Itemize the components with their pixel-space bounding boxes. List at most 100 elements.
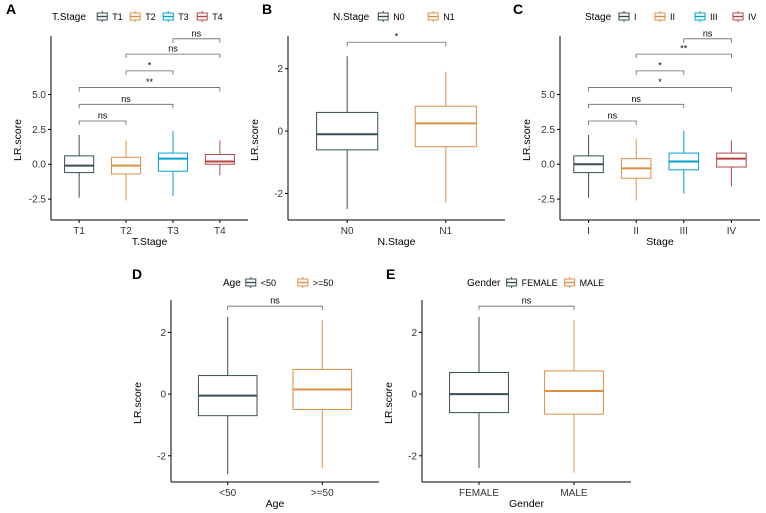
iqr-box — [204, 153, 235, 165]
x-tick-label: >=50 — [311, 488, 334, 499]
legend-label: FEMALE — [522, 278, 558, 288]
significance-label: ns — [98, 111, 108, 121]
iqr-box — [414, 105, 477, 148]
box-t3 — [157, 130, 188, 197]
x-axis-label: T.Stage — [132, 236, 168, 248]
panel-b: B N.Stage N0 N1 -2 0 2 N0 N1 N.Stage LR.score * — [249, 1, 505, 248]
y-tick-label: -2 — [408, 451, 417, 462]
significance-bracket: * — [346, 32, 447, 47]
panel-letter: C — [513, 1, 523, 17]
bracket-line — [683, 38, 732, 43]
y-tick-label: 2.5 — [32, 125, 46, 136]
box-i — [573, 134, 604, 198]
significance-bracket: ns — [588, 94, 685, 109]
legend-key — [196, 11, 208, 22]
x-tick-label: IV — [727, 226, 737, 237]
y-tick-label: -2.5 — [538, 195, 556, 206]
significance-label: ns — [270, 296, 280, 306]
bracket-line — [635, 53, 732, 59]
y-tick-label: -2 — [157, 451, 166, 462]
iqr-box — [64, 155, 95, 174]
panel-a: AT.Stage T1 T2 T3 T4-2.50.02.55.0T1 T2 T3 T4T.S… — [6, 1, 248, 248]
significance-label: * — [148, 60, 152, 70]
y-tick-label: 2.5 — [541, 125, 555, 136]
y-tick-label: 0 — [160, 390, 166, 401]
y-tick-label: 2 — [160, 328, 166, 339]
box-female — [449, 316, 509, 469]
legend-key — [377, 11, 389, 22]
legend-label: T2 — [145, 12, 156, 22]
box-t4 — [204, 140, 235, 176]
y-tick-label: 0 — [411, 390, 417, 401]
legend-key — [732, 11, 744, 22]
legend: Gender FEMALE MALE — [467, 277, 604, 289]
x-axis-label: N.Stage — [378, 236, 416, 248]
y-tick-label: 2 — [411, 328, 417, 339]
box-iv — [716, 140, 747, 187]
legend: T.Stage T1 T2 T3 T4 — [52, 11, 223, 23]
significance-label: ns — [192, 28, 202, 38]
iqr-box — [157, 152, 188, 172]
x-tick-label: T1 — [73, 226, 85, 237]
bracket-line — [635, 70, 685, 75]
x-tick-label: <50 — [219, 488, 236, 499]
legend-key — [506, 277, 518, 288]
legend-key — [96, 11, 108, 22]
legend-title: Gender — [467, 278, 501, 289]
bracket-line — [588, 103, 685, 109]
bracket-line — [227, 305, 323, 311]
panel-letter: B — [262, 1, 272, 17]
x-axis-label: Gender — [509, 498, 545, 510]
bracket-line — [478, 305, 575, 311]
x-tick-label: T3 — [167, 226, 179, 237]
bracket-line — [172, 38, 221, 43]
significance-bracket: ns — [78, 94, 174, 109]
significance-bracket: ns — [588, 111, 637, 126]
y-axis-label: LR.score — [12, 119, 24, 161]
box-male — [544, 320, 604, 473]
legend-key — [162, 11, 174, 22]
legend-label: MALE — [580, 278, 605, 288]
legend-title: Stage — [585, 12, 612, 23]
x-tick-label: II — [633, 226, 639, 237]
bracket-line — [125, 53, 221, 59]
x-tick-label: N0 — [341, 226, 354, 237]
significance-label: * — [658, 77, 662, 87]
significance-bracket: ** — [635, 44, 732, 59]
iqr-box — [316, 111, 379, 151]
x-tick-label: I — [587, 226, 590, 237]
box-t2 — [111, 140, 142, 201]
significance-label: * — [395, 32, 399, 42]
legend-label: <50 — [261, 278, 276, 288]
legend-label: T3 — [178, 12, 189, 22]
significance-bracket: ns — [478, 296, 575, 311]
legend-label: N0 — [393, 12, 405, 22]
y-axis-label: LR.score — [383, 382, 395, 424]
box-ii — [620, 139, 652, 201]
box--50 — [197, 316, 258, 475]
legend-key — [427, 11, 439, 22]
legend-title: Age — [223, 278, 241, 289]
box-n1 — [414, 71, 477, 203]
panel-e: E Gender FEMALE MALE -2 0 2 FEMALE MALE Gender LR.… — [383, 266, 631, 510]
x-tick-label: T4 — [214, 226, 226, 237]
y-tick-label: 2 — [277, 64, 283, 75]
y-tick-label: 0 — [277, 127, 283, 138]
bracket-line — [125, 70, 174, 75]
legend-label: N1 — [443, 12, 455, 22]
legend-label: III — [710, 12, 718, 22]
x-tick-label: FEMALE — [459, 488, 499, 499]
significance-label: ns — [168, 44, 178, 54]
significance-label: * — [658, 60, 662, 70]
y-tick-label: 0.0 — [541, 160, 555, 171]
bracket-line — [588, 87, 732, 92]
box-iii — [668, 130, 700, 194]
panel-letter: E — [386, 266, 395, 282]
iqr-box — [544, 370, 604, 415]
significance-bracket: ns — [683, 28, 732, 43]
significance-label: ** — [680, 44, 688, 54]
x-tick-label: III — [680, 226, 688, 237]
